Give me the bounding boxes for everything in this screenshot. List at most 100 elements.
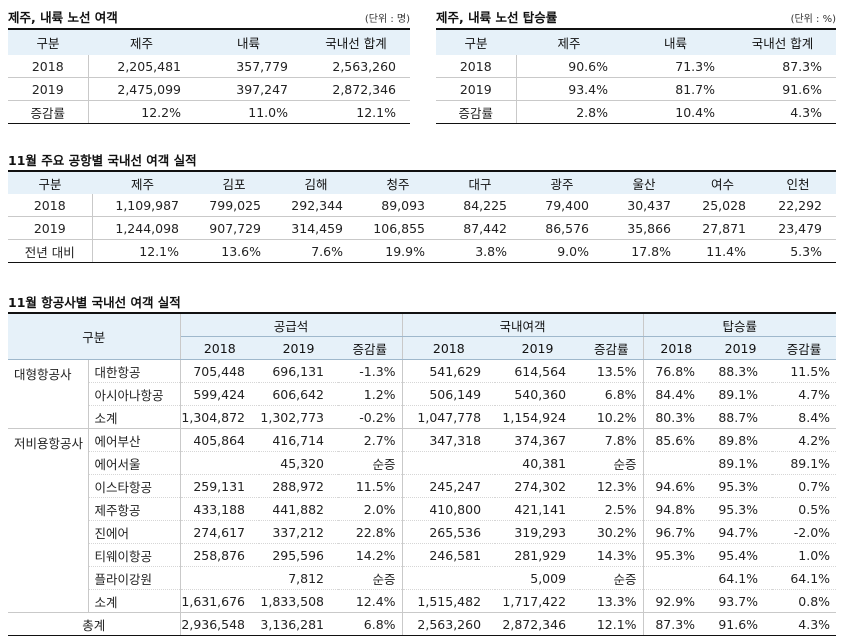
table-cell: 순증 bbox=[580, 451, 644, 475]
table-row: 2019 1,244,098 907,729 314,459 106,855 87,442… bbox=[8, 216, 836, 240]
table-cell: 1,302,773 bbox=[259, 405, 339, 429]
table-cell: 88.7% bbox=[709, 405, 773, 429]
table4-sub-header: 2018 bbox=[643, 336, 710, 360]
table-cell: 10.2% bbox=[580, 405, 644, 429]
table-cell: 95.3% bbox=[643, 543, 710, 567]
table-cell: 12.2% bbox=[88, 100, 195, 124]
table-cell: 순증 bbox=[580, 566, 644, 590]
table-cell: 295,596 bbox=[259, 543, 339, 567]
table-cell: 405,864 bbox=[180, 428, 260, 452]
table-cell: 소계 bbox=[88, 405, 181, 429]
table-cell bbox=[180, 451, 260, 475]
table-cell: 274,302 bbox=[495, 474, 581, 498]
table-cell: 아시아나항공 bbox=[88, 382, 181, 406]
table-cell: 소계 bbox=[88, 589, 181, 613]
table-cell: 2,563,260 bbox=[402, 612, 496, 636]
table-row: 제주항공 433,188 441,882 2.0% 410,800 421,141 2.5%… bbox=[8, 497, 837, 521]
table-cell: 2018 bbox=[436, 55, 517, 78]
table-cell: 9.0% bbox=[521, 239, 603, 263]
table-cell: 40,381 bbox=[495, 451, 581, 475]
table-cell: 2,872,346 bbox=[495, 612, 581, 636]
table-cell: 6.8% bbox=[580, 382, 644, 406]
table-cell: 19.9% bbox=[357, 239, 439, 263]
table-cell: 17.8% bbox=[603, 239, 685, 263]
table-row: 소계 1,631,676 1,833,508 12.4% 1,515,482 1,717,… bbox=[8, 589, 837, 613]
table-cell: 87,442 bbox=[439, 216, 521, 240]
table-cell: 2019 bbox=[8, 77, 89, 101]
table2-header: 내륙 bbox=[622, 28, 729, 55]
table-cell: 433,188 bbox=[180, 497, 260, 521]
table-cell: 259,131 bbox=[180, 474, 260, 498]
table-cell: 1,515,482 bbox=[402, 589, 496, 613]
table-cell: 281,929 bbox=[495, 543, 581, 567]
table-cell: 319,293 bbox=[495, 520, 581, 544]
table4-sub-header: 2018 bbox=[402, 336, 496, 360]
table3-header: 제주 bbox=[92, 170, 193, 194]
table-cell: 22,292 bbox=[760, 194, 836, 217]
table-cell: -2.0% bbox=[772, 520, 837, 544]
table2-header: 국내선 합계 bbox=[729, 28, 836, 55]
table-cell: 12.4% bbox=[338, 589, 403, 613]
table-cell: 12.3% bbox=[580, 474, 644, 498]
table-cell: 13.6% bbox=[193, 239, 275, 263]
table-cell: 에어서울 bbox=[88, 451, 181, 475]
table-cell: 421,141 bbox=[495, 497, 581, 521]
table-cell: 540,360 bbox=[495, 382, 581, 406]
table-cell: 79,400 bbox=[521, 194, 603, 217]
table-cell: 1.0% bbox=[772, 543, 837, 567]
table4-sub-header: 2019 bbox=[259, 336, 339, 360]
table-row: 저비용항공사 에어부산 405,864 416,714 2.7% 347,318 374,3… bbox=[8, 428, 837, 613]
table-cell: 91.6% bbox=[729, 77, 836, 101]
table-cell: 0.8% bbox=[772, 589, 837, 613]
table-cell: 2.0% bbox=[338, 497, 403, 521]
table-cell: 84.4% bbox=[643, 382, 710, 406]
table3-title: 11월 주요 공항별 국내선 여객 실적 bbox=[8, 153, 197, 168]
table4-col-group: 국내여객 bbox=[402, 312, 644, 337]
table-cell: 95.3% bbox=[709, 497, 773, 521]
table-row: 증감률 2.8% 10.4% 4.3% bbox=[436, 100, 836, 124]
table-cell: 89.8% bbox=[709, 428, 773, 452]
table-cell: 541,629 bbox=[402, 359, 496, 383]
table-cell: 0.5% bbox=[772, 497, 837, 521]
table-cell: 티웨이항공 bbox=[88, 543, 181, 567]
table-row: 2019 93.4% 81.7% 91.6% bbox=[436, 77, 836, 101]
table-cell: 2019 bbox=[436, 77, 517, 101]
table-cell: 23,479 bbox=[760, 216, 836, 240]
table-cell: 87.3% bbox=[643, 612, 710, 636]
table-cell: 1,047,778 bbox=[402, 405, 496, 429]
table-cell: 순증 bbox=[338, 566, 403, 590]
table1-header: 제주 bbox=[88, 28, 195, 55]
table4: 구분 공급석 국내여객 탑승률 2018 2019 증감률 2018 2019 증감률 20… bbox=[8, 312, 837, 636]
category-cell: 대형항공사 bbox=[8, 359, 89, 429]
table-row: 2018 90.6% 71.3% 87.3% bbox=[436, 55, 836, 78]
table-cell: 265,536 bbox=[402, 520, 496, 544]
table-cell: 64.1% bbox=[772, 566, 837, 590]
table1-title: 제주, 내륙 노선 여객 bbox=[8, 10, 118, 25]
table-cell: 35,866 bbox=[603, 216, 685, 240]
table-row: 2019 2,475,099 397,247 2,872,346 bbox=[8, 77, 410, 101]
table-cell: -1.3% bbox=[338, 359, 403, 383]
table3-header: 구분 bbox=[8, 170, 92, 194]
table-cell: 11.0% bbox=[195, 100, 302, 124]
table-cell: 11.4% bbox=[685, 239, 760, 263]
table-cell: 84,225 bbox=[439, 194, 521, 217]
table-cell: 441,882 bbox=[259, 497, 339, 521]
table-cell: 이스타항공 bbox=[88, 474, 181, 498]
table-cell: 799,025 bbox=[193, 194, 275, 217]
table-cell: 14.2% bbox=[338, 543, 403, 567]
table-cell: 88.3% bbox=[709, 359, 773, 383]
table-cell: 플라이강원 bbox=[88, 566, 181, 590]
table4-sub-header: 증감률 bbox=[338, 336, 403, 360]
table-row-total: 총계 2,936,548 3,136,281 6.8% 2,563,260 2,872,3… bbox=[8, 612, 837, 636]
table-row: 에어서울 45,320 순증 40,381 순증 89.1% 89.1% bbox=[8, 451, 837, 475]
table-cell: 2018 bbox=[8, 55, 89, 78]
table-cell bbox=[402, 451, 496, 475]
table-cell: 7,812 bbox=[259, 566, 339, 590]
table3-header: 청주 bbox=[357, 170, 439, 194]
table-cell: 12.1% bbox=[302, 100, 410, 124]
table3-header: 대구 bbox=[439, 170, 521, 194]
table-cell: 1,304,872 bbox=[180, 405, 260, 429]
table-cell: 94.6% bbox=[643, 474, 710, 498]
table-cell: 증감률 bbox=[8, 100, 89, 124]
table-cell: 2018 bbox=[8, 194, 93, 217]
